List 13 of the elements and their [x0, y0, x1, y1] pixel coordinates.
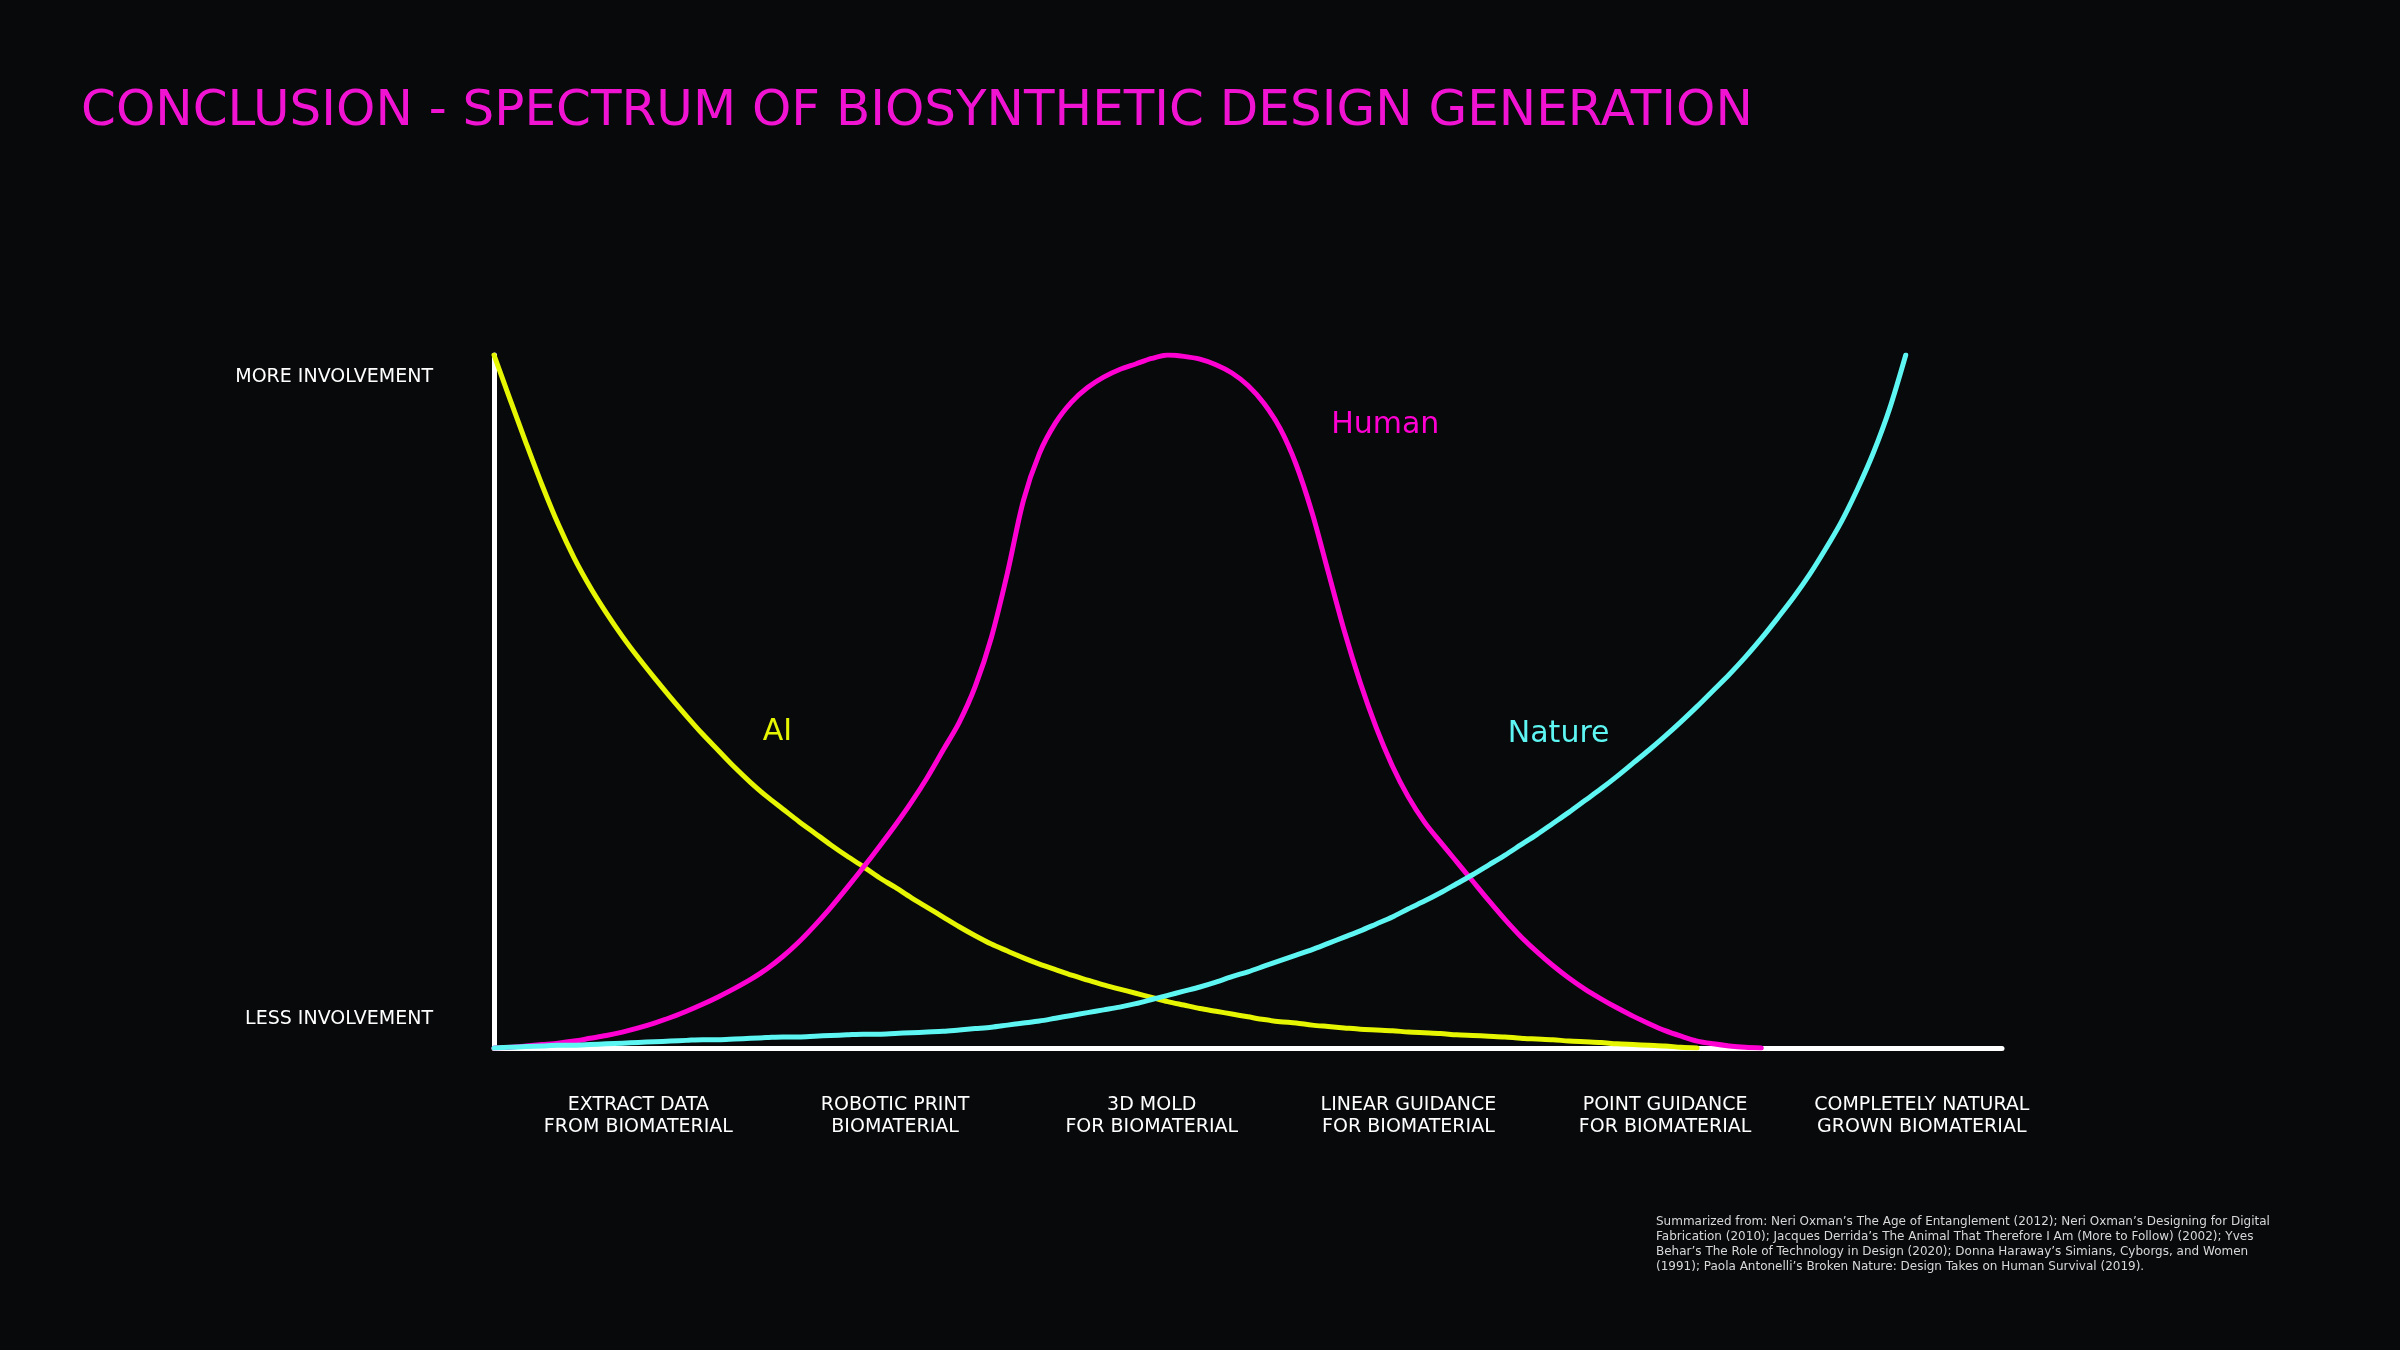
chart-title: CONCLUSION - SPECTRUM OF BIOSYNTHETIC DESIGN GENERATION [81, 79, 1753, 137]
x-tick-label: ROBOTIC PRINT BIOMATERIAL [820, 1092, 970, 1136]
text: LESS INVOLVEMENT [245, 1006, 434, 1028]
text: MORE INVOLVEMENT [235, 364, 434, 386]
series-label: Nature [1507, 713, 1610, 749]
series-label: Human [1331, 404, 1440, 440]
series-label: AI [762, 712, 793, 748]
x-tick-label: EXTRACT DATA FROM BIOMATERIAL [543, 1092, 734, 1136]
x-tick-label: LINEAR GUIDANCE FOR BIOMATERIAL [1320, 1092, 1497, 1136]
x-tick-label: COMPLETELY NATURAL GROWN BIOMATERIAL [1814, 1092, 2030, 1136]
text: Summarized from: Neri Oxman’s The Age of Entanglement (2012); Neri Oxman’s Designing for Digital Fabrication (2010); Jacques Derrida’s The Animal That Therefore I Am (More to Follow) (2002); Yves Behar’s The Role of Technology in Design (2020); Donna Haraway’s Simians, Cyborgs, and Women (1991); Paola Antonelli’s Broken Nature: Design Takes on Human Survival (2019). [1656, 1213, 2274, 1273]
x-tick-label: POINT GUIDANCE FOR BIOMATERIAL [1578, 1092, 1752, 1136]
x-tick-label: 3D MOLD FOR BIOMATERIAL [1065, 1092, 1239, 1136]
